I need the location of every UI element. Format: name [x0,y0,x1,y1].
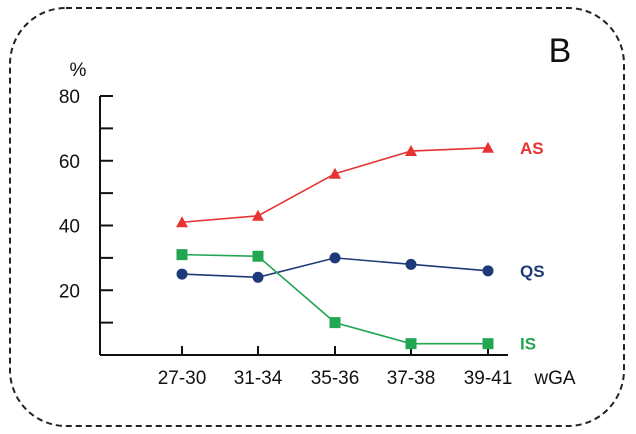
data-point-as [176,216,188,228]
y-tick-label: 60 [59,152,80,173]
x-tick-label: 31-34 [234,368,283,389]
data-point-is [176,249,188,261]
axes [99,95,508,356]
x-tick-label: 35-36 [311,368,360,389]
data-point-qs [405,258,417,270]
data-point-as [482,141,494,153]
panel-label: B [549,32,572,70]
data-point-qs [329,252,341,264]
data-point-qs [482,265,494,277]
series-line-is [181,253,488,345]
series-line-as [181,147,489,224]
y-tick-label: 20 [59,281,80,302]
tick-labels: 20 40 60 80 27-30 31-34 35-36 37-38 39-41% wGA [59,60,576,389]
y-tick-label: 40 [59,217,80,238]
x-tick-label: 27-30 [158,368,207,389]
y-axis-label: % [70,60,87,81]
data-point-as [252,209,264,221]
series-layer [176,141,494,350]
series-label-qs: QS [520,262,545,281]
series-labels: AS QS IS [520,139,545,354]
x-tick-label: 37-38 [387,368,436,389]
x-tick-label: 39-41 [464,368,513,389]
x-axis-label: wGA [533,368,576,389]
y-tick-label: 80 [59,87,80,108]
data-point-as [329,167,341,179]
data-point-is [405,338,417,350]
data-point-is [329,317,341,329]
data-point-is [482,338,494,350]
panel-border [9,7,625,427]
data-point-is [252,250,264,262]
data-point-qs [176,268,188,280]
series-label-as: AS [520,139,544,158]
data-point-qs [252,271,264,283]
series-label-is: IS [520,335,536,354]
data-point-as [405,145,417,157]
